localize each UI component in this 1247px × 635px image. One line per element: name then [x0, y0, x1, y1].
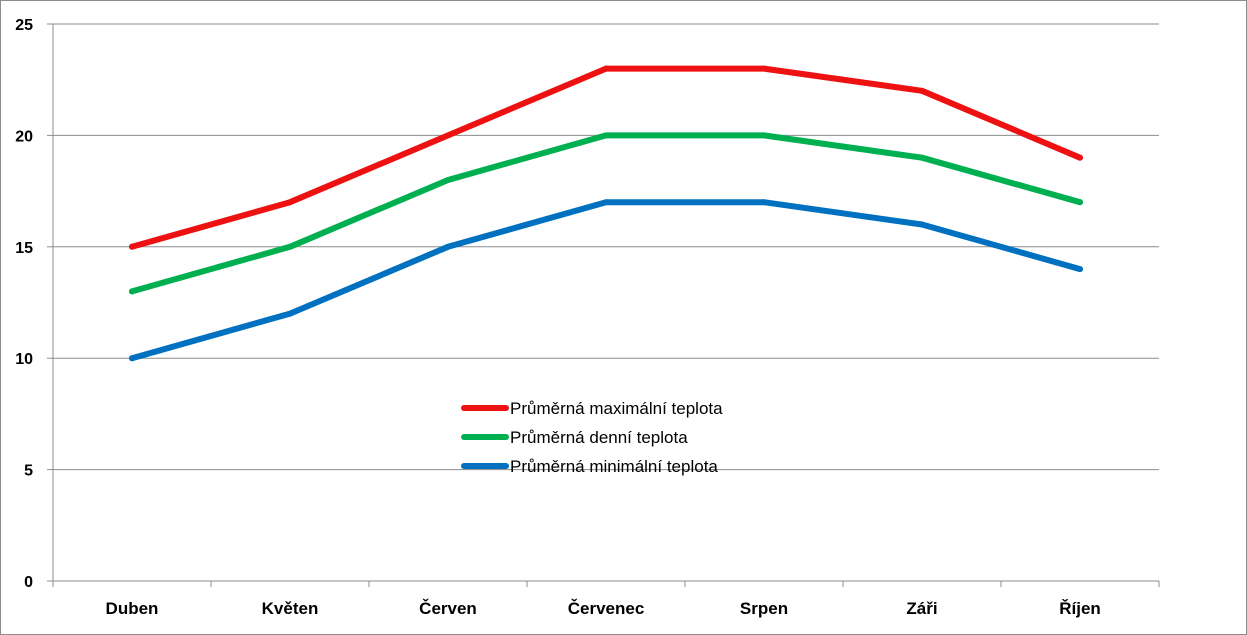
data-point: [919, 154, 925, 161]
data-point: [761, 132, 767, 139]
x-tick-label: Říjen: [1059, 599, 1101, 618]
series-line: [129, 65, 1083, 250]
legend: Průměrná maximální teplota Průměrná denní…: [461, 399, 723, 476]
legend-label: Průměrná maximální teplota: [510, 399, 723, 418]
data-point: [129, 243, 135, 250]
data-point: [1077, 154, 1083, 161]
data-point: [761, 199, 767, 206]
data-point: [287, 199, 293, 206]
legend-label: Průměrná minimální teplota: [510, 457, 718, 476]
legend-label: Průměrná denní teplota: [510, 428, 688, 447]
axes: [47, 23, 1160, 587]
x-tick-label: Duben: [106, 599, 159, 618]
data-point: [919, 221, 925, 228]
data-point: [1077, 199, 1083, 206]
data-point: [603, 132, 609, 139]
data-point: [287, 243, 293, 250]
data-point: [761, 65, 767, 72]
data-point: [1077, 266, 1083, 273]
data-point: [445, 132, 451, 139]
data-point: [445, 176, 451, 183]
y-tick-label: 25: [15, 17, 33, 34]
x-tick-label: Červenec: [568, 599, 645, 618]
data-point: [603, 65, 609, 72]
data-point: [287, 310, 293, 317]
x-tick-label: Červen: [419, 599, 477, 618]
y-tick-label: 0: [24, 574, 33, 591]
x-axis-ticks: Duben Květen Červen Červenec Srpen Záři Říjen: [106, 599, 1101, 618]
x-tick-label: Květen: [262, 599, 319, 618]
y-axis-ticks: 0 5 10 15 20 25: [15, 17, 33, 591]
x-tick-label: Záři: [906, 599, 937, 618]
data-point: [603, 199, 609, 206]
series-line: [129, 199, 1083, 362]
series-lines: [129, 65, 1083, 362]
data-point: [129, 355, 135, 362]
series-line: [129, 132, 1083, 295]
gridlines: [53, 23, 1159, 471]
y-tick-label: 5: [24, 463, 33, 480]
y-tick-label: 10: [15, 351, 33, 368]
y-tick-label: 15: [15, 240, 33, 257]
x-tick-label: Srpen: [740, 599, 788, 618]
data-point: [919, 87, 925, 94]
data-point: [129, 288, 135, 295]
data-point: [445, 243, 451, 250]
y-tick-label: 20: [15, 128, 33, 145]
